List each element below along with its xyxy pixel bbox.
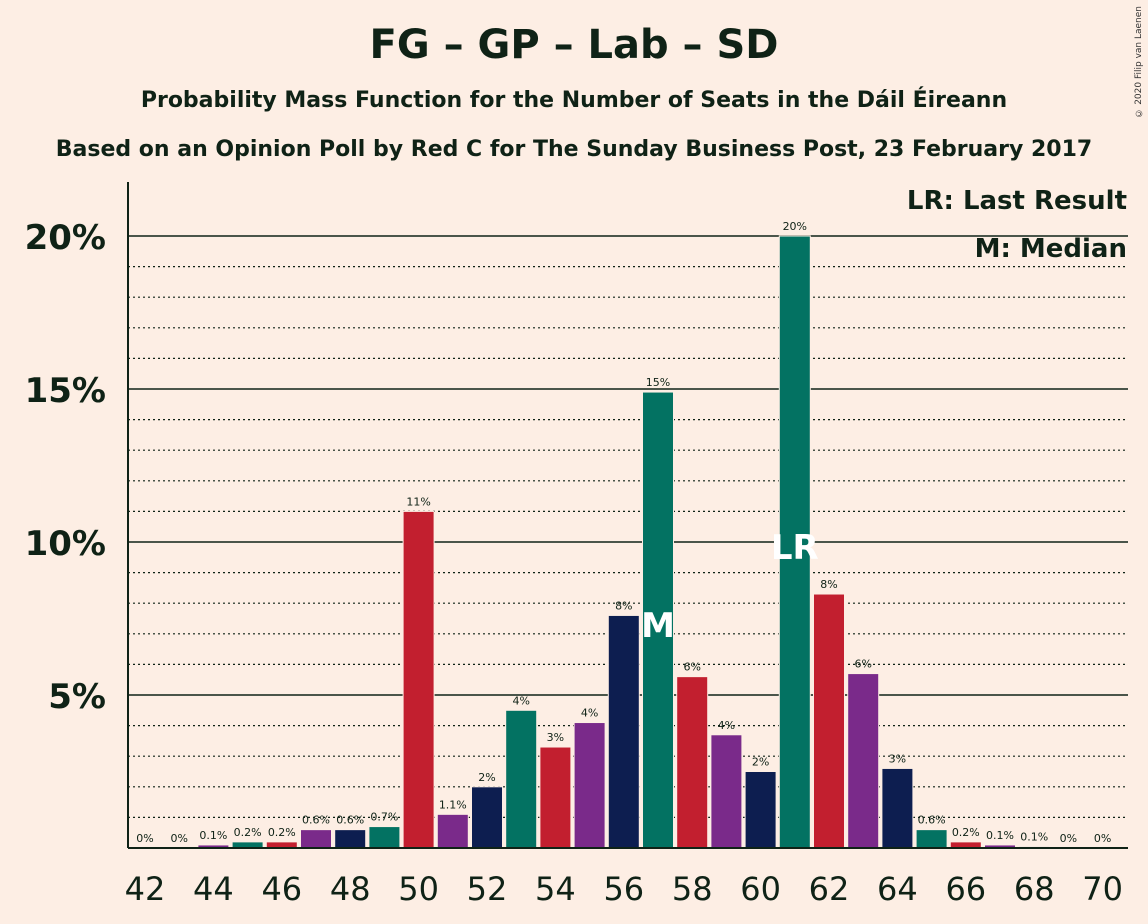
bar-seats-61: [778, 235, 811, 849]
bar-value-label: 0.1%: [986, 829, 1014, 842]
bar-value-label: 0%: [170, 832, 187, 845]
bar-value-label: 0.1%: [1020, 830, 1048, 843]
bar-seats-64: [881, 767, 914, 849]
bar-seats-50: [402, 510, 435, 849]
bar-value-label: 2%: [752, 756, 769, 769]
bar-value-label: 4%: [718, 719, 735, 732]
bar-value-label: 4%: [512, 694, 529, 707]
legend-median: M: Median: [975, 234, 1127, 264]
bar-seats-49: [368, 826, 401, 849]
bar-value-label: 3%: [889, 752, 906, 765]
x-tick-label: 70: [1082, 870, 1123, 908]
bar-value-label: 8%: [615, 599, 632, 612]
median-marker: M: [641, 606, 675, 646]
x-tick-label: 66: [945, 870, 986, 908]
bar-seats-51: [436, 813, 469, 849]
bar-value-label: 0.1%: [199, 829, 227, 842]
y-tick-label: 15%: [25, 371, 106, 411]
bar-seats-59: [710, 734, 743, 849]
bar-seats-47: [300, 829, 332, 849]
bar-seats-52: [471, 786, 503, 849]
bar-seats-60: [744, 771, 777, 849]
bar-value-label: 2%: [478, 771, 495, 784]
bar-value-label: 6%: [683, 661, 700, 674]
bar-value-label: 0.7%: [370, 811, 398, 824]
y-tick-label: 5%: [48, 677, 106, 717]
bar-value-label: 11%: [406, 495, 430, 508]
last-result-marker: LR: [771, 528, 819, 568]
bar-value-label: 0.6%: [336, 814, 364, 827]
bar-value-label: 15%: [646, 376, 670, 389]
chart-title: FG – GP – Lab – SD: [369, 22, 779, 68]
x-tick-label: 44: [193, 870, 234, 908]
x-tick-label: 68: [1014, 870, 1055, 908]
x-tick-label: 52: [467, 870, 508, 908]
legend-last-result: LR: Last Result: [907, 186, 1127, 216]
bar-seats-63: [847, 673, 880, 849]
x-tick-label: 58: [672, 870, 713, 908]
bar-seats-48: [334, 829, 367, 849]
y-tick-label: 20%: [25, 218, 106, 258]
bar-value-label: 4%: [581, 707, 598, 720]
x-tick-label: 64: [877, 870, 918, 908]
bar-seats-65: [915, 829, 948, 849]
x-tick-label: 56: [603, 870, 644, 908]
bar-value-label: 0.6%: [302, 814, 330, 827]
axes: 5% 10% 15% 20% 42 44 46 48 50 52 54 56 58 60 62 64 66 68 7…: [25, 182, 1128, 908]
x-tick-label: 54: [535, 870, 576, 908]
bar-seats-58: [676, 676, 709, 849]
bar-seats-54: [539, 746, 572, 849]
bar-value-label: 1.1%: [439, 798, 467, 811]
x-tick-label: 60: [740, 870, 781, 908]
x-tick-label: 62: [809, 870, 850, 908]
bar-value-label: 20%: [783, 220, 807, 233]
bar-value-label: 8%: [820, 578, 837, 591]
bar-value-label: 0.2%: [952, 826, 980, 839]
bar-seats-55: [573, 722, 606, 849]
chart-subtitle: Probability Mass Function for the Number…: [140, 88, 1008, 113]
bar-value-label: 0.2%: [234, 826, 262, 839]
bar-labels: 0% 0% 0.1% 0.2% 0.2% 0.6% 0.6% 0.7% 11% 1.1% 2% 4% 3…: [136, 220, 1111, 845]
bar-value-label: 3%: [547, 731, 564, 744]
bars: [197, 235, 1051, 849]
x-tick-label: 48: [330, 870, 371, 908]
bar-seats-56: [607, 614, 640, 849]
bar-value-label: 0%: [1060, 832, 1077, 845]
bar-value-label: 0.2%: [268, 826, 296, 839]
chart-subtitle-source: Based on an Opinion Poll by Red C for Th…: [55, 137, 1093, 162]
bar-value-label: 0%: [136, 832, 153, 845]
x-tick-label: 42: [125, 870, 166, 908]
bar-seats-53: [505, 709, 538, 849]
bar-value-label: 0%: [1094, 832, 1111, 845]
bar-seats-57: [642, 391, 674, 849]
bar-seats-62: [813, 593, 845, 849]
x-tick-label: 50: [398, 870, 439, 908]
bar-value-label: 0.6%: [918, 814, 946, 827]
y-tick-label: 10%: [25, 524, 106, 564]
bar-value-label: 6%: [854, 658, 871, 671]
x-tick-label: 46: [261, 870, 302, 908]
